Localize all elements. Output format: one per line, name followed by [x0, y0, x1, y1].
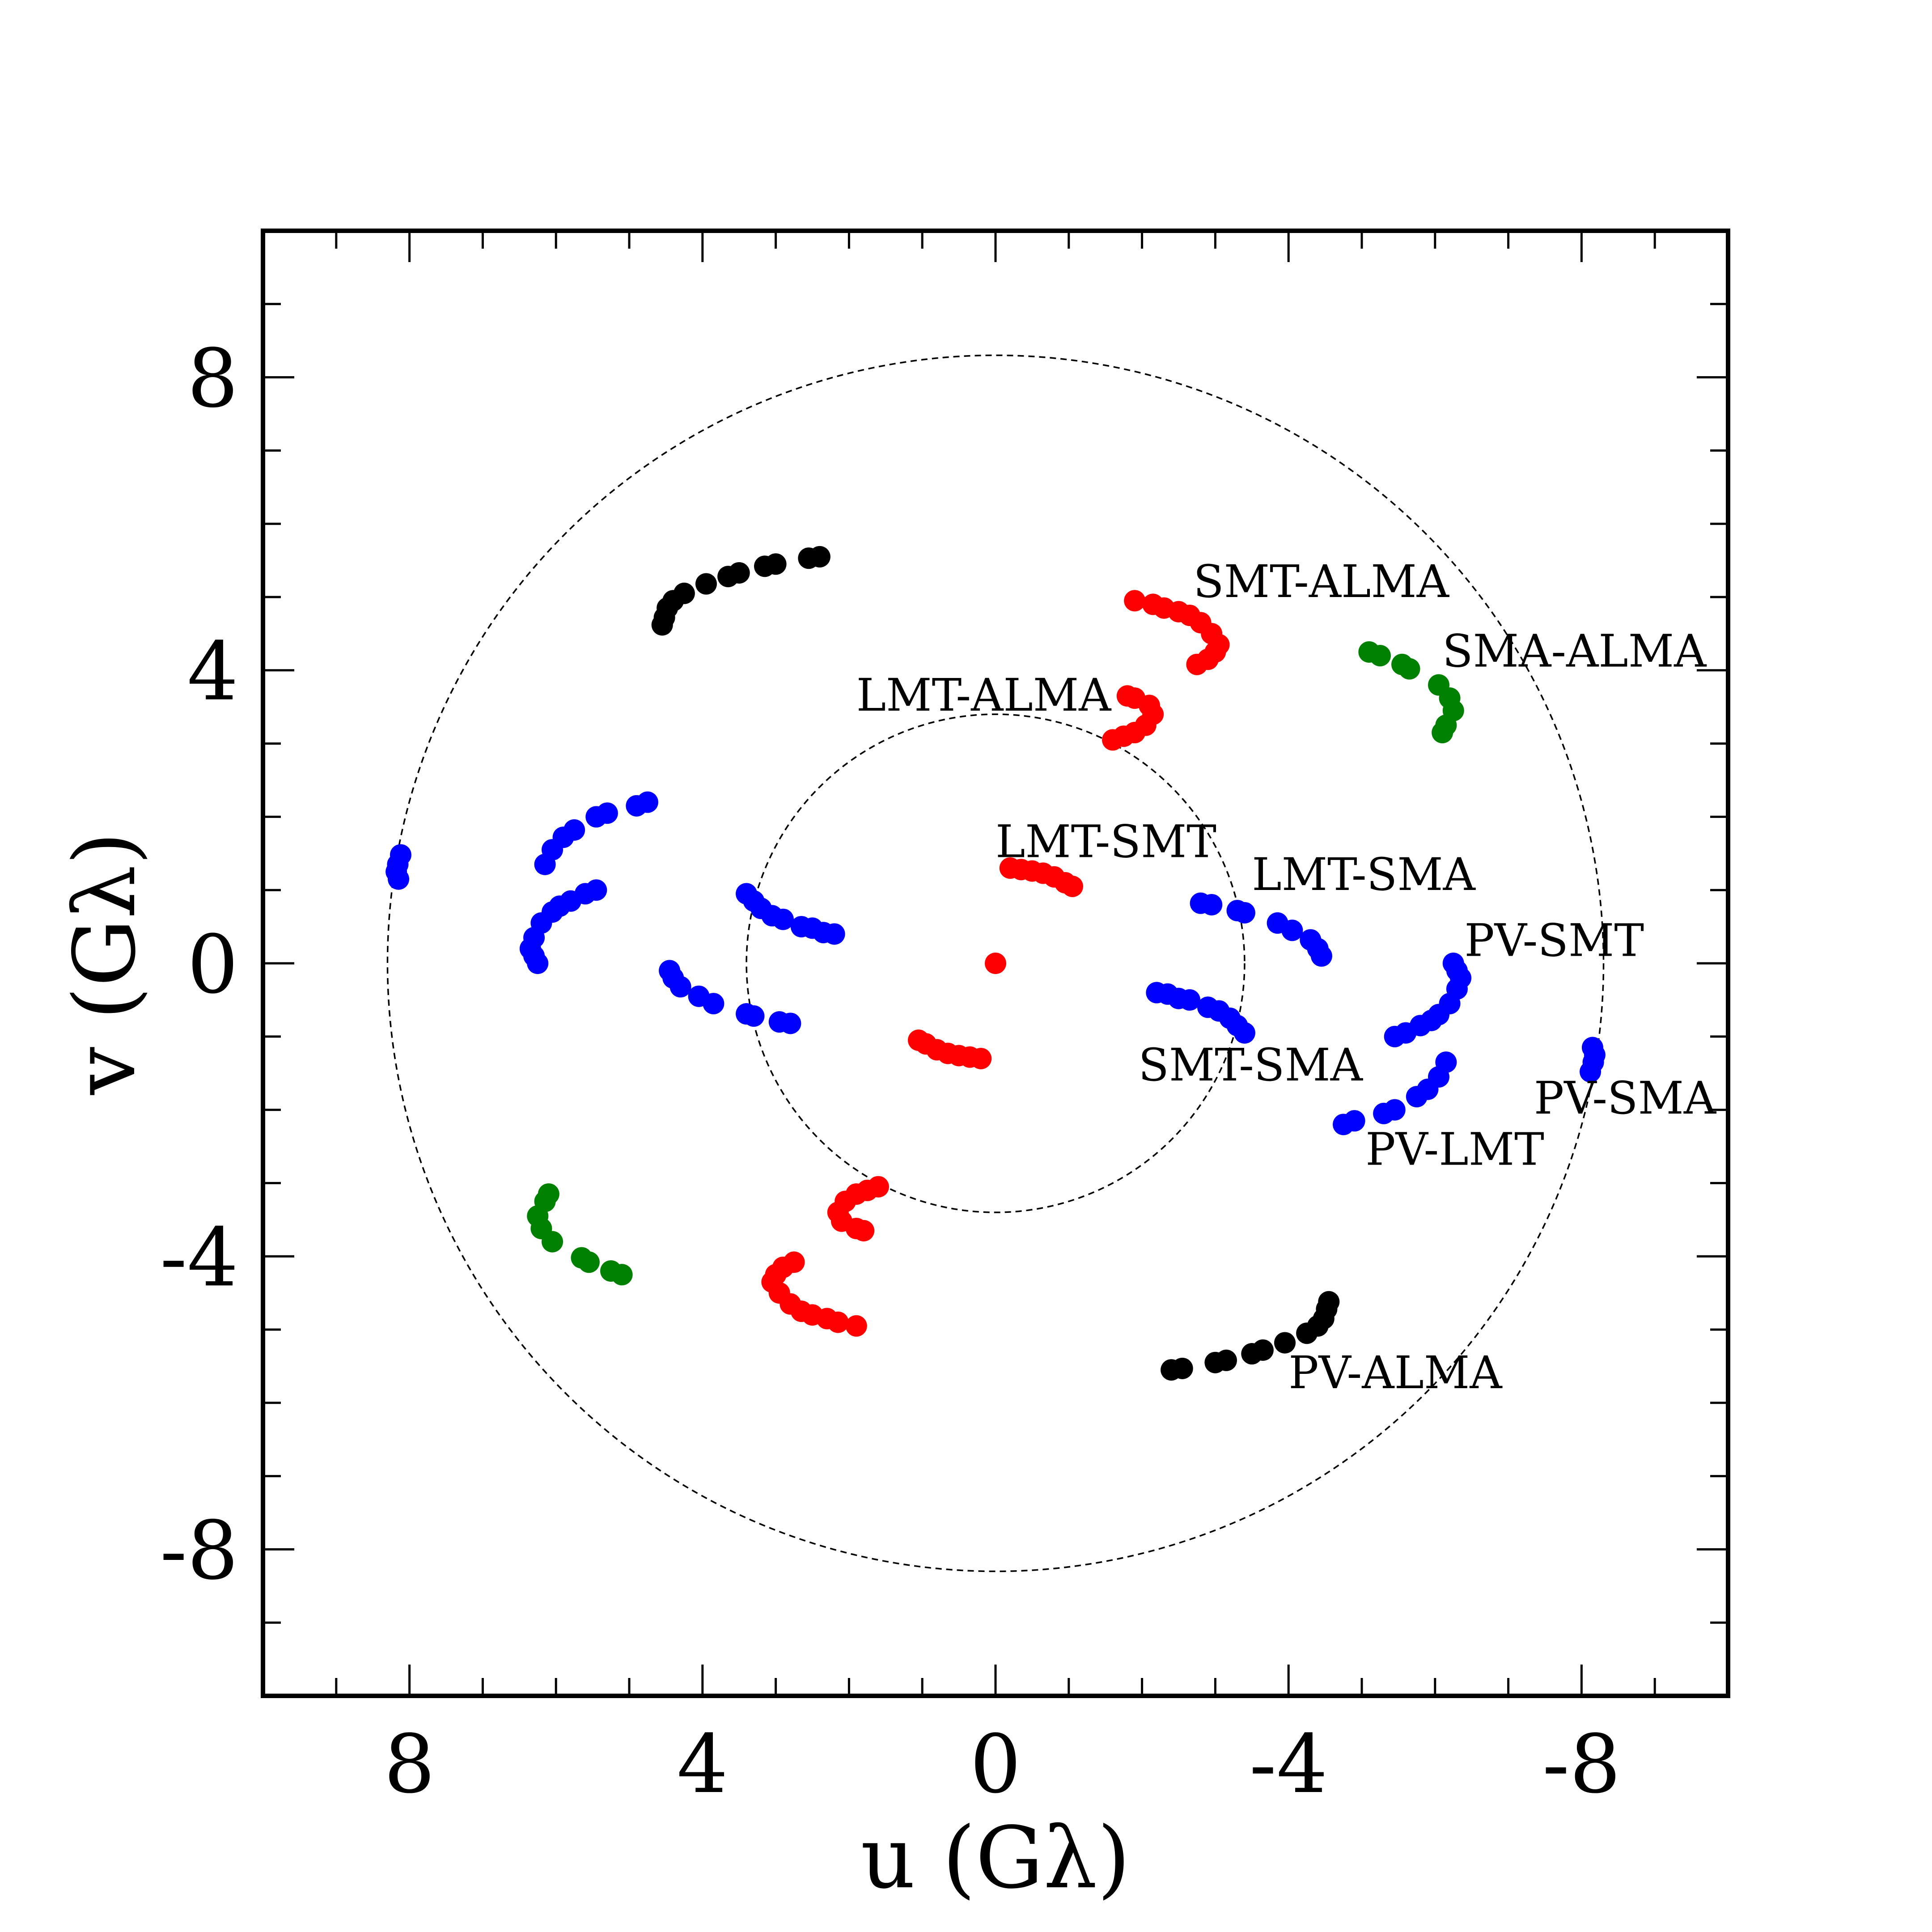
point-s0-22 — [1116, 685, 1138, 707]
point-s1-19 — [1201, 894, 1223, 915]
annotation-8: PV-LMT — [1365, 1123, 1544, 1175]
point-s3-23 — [1318, 1291, 1340, 1313]
point-s1-21 — [1233, 902, 1255, 924]
point-s1-28 — [768, 1011, 790, 1033]
x-axis-label: u (Gλ) — [860, 1809, 1130, 1907]
annotation-4: LMT-SMA — [1252, 848, 1476, 901]
point-s2-8 — [1432, 722, 1453, 744]
point-s1-71 — [636, 791, 658, 813]
ring-1 — [386, 354, 1605, 1572]
point-s2-10 — [600, 1260, 622, 1282]
y-tick-label: -8 — [160, 1504, 238, 1597]
x-tick-label: -4 — [1250, 1718, 1328, 1811]
point-s0-42 — [845, 1315, 867, 1337]
annotation-6: SMT-SMA — [1138, 1039, 1363, 1091]
point-s1-79 — [390, 844, 411, 866]
axis-ticks — [263, 231, 1728, 1696]
point-s1-3 — [1179, 989, 1201, 1011]
x-tick-label: -8 — [1542, 1718, 1621, 1811]
point-s3-15 — [1215, 1349, 1237, 1371]
point-s3-13 — [1171, 1357, 1193, 1379]
point-s0-31 — [1124, 590, 1146, 612]
point-s1-45 — [1384, 1025, 1406, 1047]
point-s1-8 — [1233, 1022, 1255, 1044]
point-s1-17 — [736, 883, 758, 905]
point-s0-52 — [783, 1251, 805, 1273]
baseline-rings — [386, 354, 1605, 1572]
point-s1-63 — [1333, 1114, 1355, 1135]
x-tick-label: 0 — [970, 1718, 1021, 1811]
point-s1-55 — [585, 879, 607, 901]
point-s1-12 — [790, 916, 812, 938]
point-s1-35 — [659, 960, 681, 982]
tick-labels: 8 4 0 -4 -8 8 4 0 -4 -8 — [160, 332, 1621, 1811]
point-s1-32 — [688, 985, 710, 1007]
point-s2-12 — [571, 1247, 593, 1269]
point-s3-3 — [754, 555, 776, 577]
annotation-0: SMT-ALMA — [1193, 555, 1450, 608]
ring-0 — [746, 713, 1246, 1213]
uv-points — [386, 546, 1606, 1381]
point-s3-18 — [1274, 1332, 1296, 1354]
y-tick-label: 4 — [187, 625, 238, 719]
annotation-5: PV-SMT — [1464, 915, 1644, 967]
x-tick-label: 4 — [677, 1718, 729, 1811]
point-s0-7 — [1061, 876, 1083, 898]
point-s2-17 — [538, 1183, 559, 1205]
point-s3-5 — [717, 566, 739, 588]
annotation-1: SMA-ALMA — [1442, 625, 1707, 678]
point-s1-75 — [1580, 1061, 1602, 1083]
annotation-9: PV-ALMA — [1288, 1347, 1503, 1399]
point-s0-41 — [1186, 653, 1208, 675]
plot-frame — [261, 229, 1730, 1698]
annotation-7: PV-SMA — [1534, 1072, 1717, 1124]
point-s1-59 — [1406, 1086, 1428, 1108]
point-s0-30 — [853, 1220, 875, 1241]
point-s1-67 — [564, 819, 585, 841]
y-axis-label: v (Gλ) — [55, 832, 154, 1095]
baseline-annotations: SMT-ALMA SMA-ALMA LMT-ALMA LMT-SMT LMT-SMA PV… — [856, 555, 1717, 1399]
annotation-2: LMT-ALMA — [856, 669, 1112, 721]
point-s2-3 — [1398, 658, 1420, 680]
point-s2-1 — [1369, 645, 1391, 667]
point-s3-1 — [798, 547, 820, 569]
y-tick-label: 0 — [187, 918, 238, 1012]
x-tick-label: 8 — [384, 1718, 435, 1811]
point-s0-0 — [985, 953, 1006, 974]
point-s1-61 — [1373, 1102, 1395, 1124]
point-s1-30 — [736, 1003, 758, 1025]
point-s1-69 — [596, 802, 618, 824]
point-s1-26 — [1310, 945, 1332, 967]
point-s0-14 — [908, 1029, 930, 1051]
point-s3-17 — [1252, 1339, 1274, 1361]
y-tick-label: -4 — [160, 1211, 238, 1305]
y-tick-label: 8 — [187, 332, 238, 426]
annotation-3: LMT-SMT — [996, 815, 1216, 868]
point-s1-23 — [1281, 919, 1303, 941]
point-s3-6 — [695, 573, 717, 595]
point-s3-11 — [651, 614, 673, 636]
